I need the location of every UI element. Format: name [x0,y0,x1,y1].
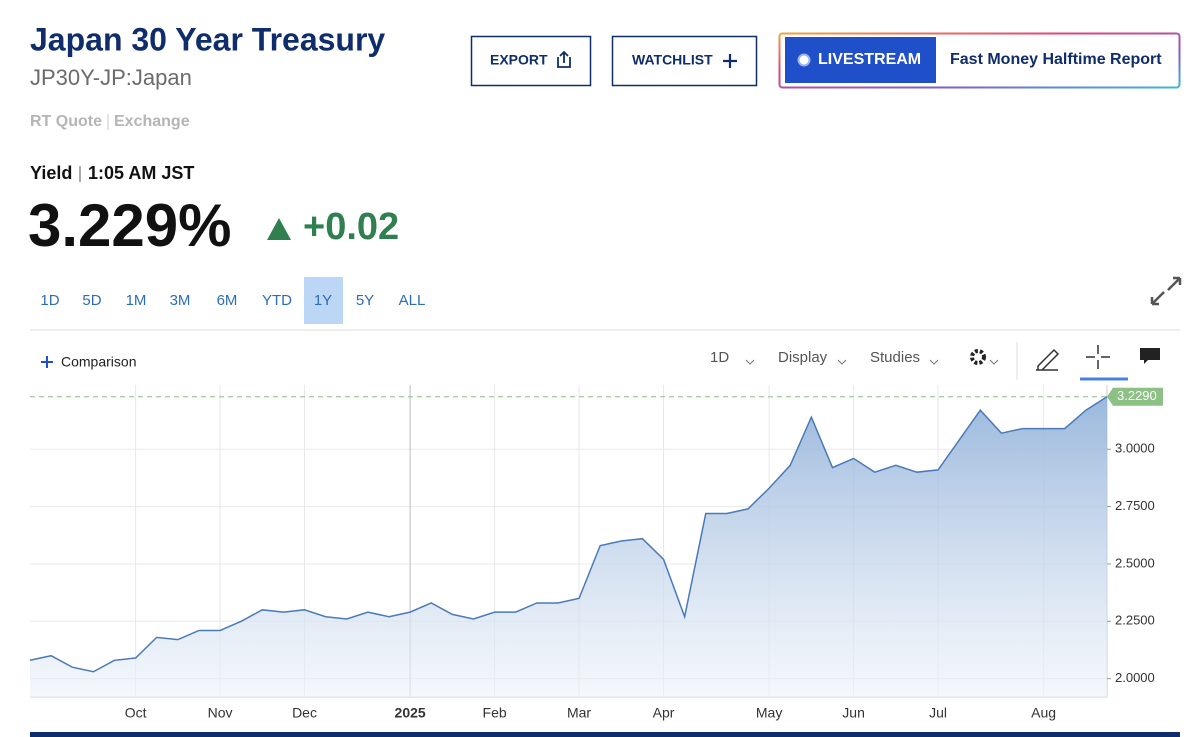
watchlist-button[interactable]: WATCHLIST [611,35,758,87]
settings-button[interactable] [970,349,999,365]
x-tick-label: Oct [125,705,147,721]
y-tick-label: 2.7500 [1115,498,1155,513]
x-tick-label: Nov [208,705,233,721]
range-button[interactable]: 1Y [314,292,332,309]
chevron [837,359,847,365]
title: Japan 30 Year Treasury [30,21,385,57]
studies-menu[interactable]: Studies [870,349,920,366]
comparison-button[interactable]: Comparison [61,354,136,370]
range-button[interactable]: 1D [40,292,59,309]
quote-label: Yield [30,163,72,183]
footer-bar [30,732,1180,737]
x-tick-label: 2025 [395,705,426,721]
x-tick-label: Apr [653,705,675,721]
x-tick-label: Jul [929,705,947,721]
x-tick-label: May [756,705,782,721]
display-menu[interactable]: Display [778,349,828,366]
x-tick-label: Aug [1031,705,1056,721]
x-tick-label: Jun [842,705,865,721]
quote-time: 1:05 AM JST [88,163,194,183]
exchange: Exchange [114,113,190,130]
y-tick-label: 2.0000 [1115,670,1155,685]
livestream-panel[interactable]: LIVESTREAM Fast Money Halftime Report [778,32,1181,89]
range-button[interactable]: 5D [82,292,101,309]
range-button[interactable]: ALL [399,292,426,309]
interval-menu[interactable]: 1D [710,349,729,366]
last-value-label: 3.2290 [1117,388,1157,403]
live-dot [797,53,811,67]
range-active-bg [304,277,343,324]
last-price: 3.229% [28,192,232,259]
chevron [745,359,755,365]
chevron [929,359,939,365]
button-label: EXPORT [490,52,548,68]
x-tick-label: Feb [483,705,507,721]
show-name: Fast Money Halftime Report [950,51,1162,68]
quote-source: RT Quote [30,113,102,130]
expand-icon[interactable] [1150,276,1182,306]
plus-icon[interactable] [41,356,53,368]
crosshair-tool[interactable] [1086,345,1110,369]
x-tick-label: Dec [292,705,317,721]
range-button[interactable]: YTD [262,292,292,309]
plus-icon [723,54,737,68]
line [29,396,1108,673]
comment-tool[interactable] [1140,348,1160,364]
symbol: JP30Y-JP:Japan [30,65,192,90]
x-tick-label: Mar [567,705,591,721]
y-tick-label: 2.2500 [1115,613,1155,628]
range-button[interactable]: 3M [170,292,191,309]
range-button[interactable]: 6M [217,292,238,309]
y-tick-label: 3.0000 [1115,441,1155,456]
range-button[interactable]: 1M [126,292,147,309]
button-label: WATCHLIST [632,52,713,68]
range-button[interactable]: 5Y [356,292,374,309]
last-value-badge [1107,387,1163,406]
share-icon [557,50,571,68]
chart: 2.0000 2.2500 2.5000 2.7500 3.0000 Oct Nov Dec 2… [29,385,1163,721]
livestream-label: LIVESTREAM [818,51,921,68]
range-selector: 1D 5D 1M 3M 6M YTD 1Y 5Y ALL [40,277,425,324]
price-change: +0.02 [303,206,399,248]
y-tick-label: 2.5000 [1115,555,1155,570]
area [30,396,1107,697]
up-arrow [267,218,291,240]
export-button[interactable]: EXPORT [470,35,592,87]
draw-tool[interactable] [1036,348,1060,371]
